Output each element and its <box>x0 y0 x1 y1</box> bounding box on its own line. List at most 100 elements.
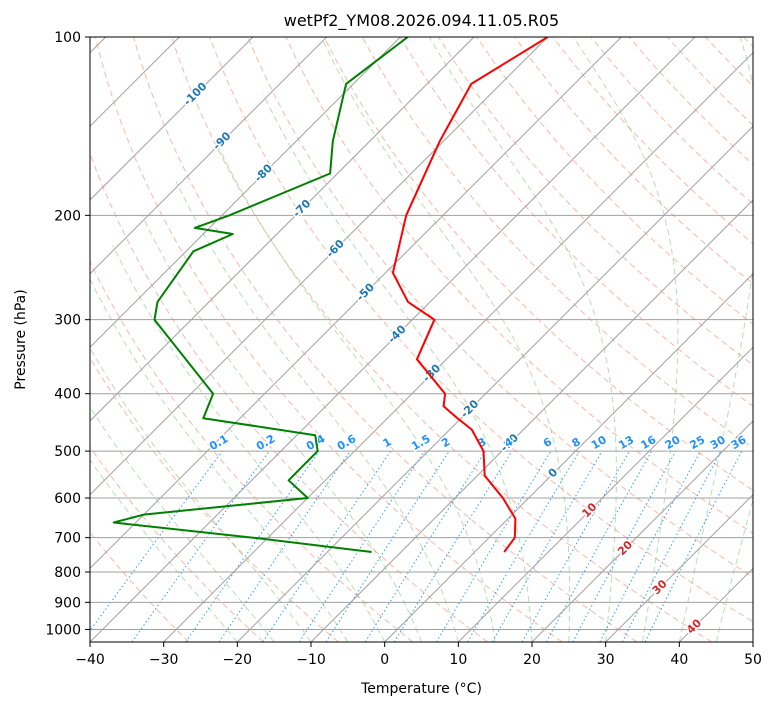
x-tick-label: −40 <box>75 652 105 668</box>
mixing-ratio-label: 20 <box>663 433 683 452</box>
mixing-ratio-label: 0.1 <box>207 432 230 453</box>
y-tick-label: 100 <box>54 30 81 46</box>
y-tick-label: 200 <box>54 208 81 224</box>
moist-adiabat-line <box>141 215 422 642</box>
mixing-ratio-label: 2 <box>439 435 452 450</box>
x-axis-label: Temperature (°C) <box>360 681 482 697</box>
mixing-ratio-line <box>393 450 513 642</box>
mixing-ratio-line <box>435 450 552 642</box>
mixing-ratio-line <box>131 450 270 642</box>
y-axis-label: Pressure (hPa) <box>13 289 29 389</box>
isotherm-line <box>678 567 753 642</box>
moist-adiabat-line <box>215 141 496 642</box>
y-tick-label: 500 <box>54 444 81 460</box>
x-tick-label: 50 <box>744 652 762 668</box>
isotherm-line <box>752 641 753 642</box>
dry-adiabat-line <box>666 37 753 126</box>
y-tick-label: 1000 <box>45 622 81 638</box>
dry-adiabat-line <box>90 260 414 642</box>
dry-adiabat-line <box>94 37 563 642</box>
temperature-profile-line <box>391 37 549 553</box>
mixing-ratio-label: 0.6 <box>335 432 359 453</box>
dewpoint-profile-line <box>112 37 409 553</box>
mixing-ratio-line <box>298 450 425 642</box>
moist-adiabat-line <box>90 278 349 642</box>
x-tick-label: 0 <box>380 652 389 668</box>
moist-adiabat-line <box>320 37 571 642</box>
dry-adiabat-line <box>247 37 753 578</box>
moist-adiabat-line <box>263 94 533 642</box>
mixing-ratio-label: 8 <box>570 435 583 450</box>
isotherm-line <box>163 51 753 642</box>
mixing-ratio-label: 0.2 <box>254 432 277 453</box>
mixing-ratio-line <box>185 450 320 642</box>
dry-adiabat-line <box>209 37 753 623</box>
mixing-ratio-label: 13 <box>616 433 636 452</box>
mixing-ratio-line <box>218 450 351 642</box>
y-tick-label: 700 <box>54 531 81 547</box>
dry-adiabat-line <box>171 37 712 642</box>
mixing-ratio-line <box>545 450 653 642</box>
mixing-ratio-line <box>521 450 630 642</box>
mixing-ratio-line <box>599 450 701 642</box>
x-tick-label: −10 <box>296 652 326 668</box>
moist-adiabat-line <box>175 180 459 642</box>
dry-adiabat-line <box>476 37 753 325</box>
y-tick-label: 600 <box>54 491 81 507</box>
y-tick-label: 900 <box>54 595 81 611</box>
y-axis: 100 200 300 400 500 600 700 800 900 1000 <box>45 30 90 638</box>
chart-title: wetPf2_YM08.2026.094.11.05.R05 <box>284 11 559 31</box>
mixing-ratio-line <box>262 450 392 642</box>
data-series <box>112 37 549 553</box>
isotherm-line <box>90 37 622 570</box>
isotherm-line <box>90 37 401 349</box>
mixing-ratio-label: 36 <box>729 433 749 452</box>
moist-adiabat-line <box>112 245 386 642</box>
moist-adiabat-line <box>678 37 753 642</box>
y-tick-label: 300 <box>54 313 81 329</box>
x-axis: −40 −30 −20 −10 0 10 20 30 40 50 <box>75 642 762 668</box>
isotherm-line <box>310 199 753 642</box>
moist-adiabat-line <box>715 497 753 642</box>
x-tick-label: −30 <box>149 652 179 668</box>
isotherm-line <box>384 272 753 642</box>
mixing-ratio-line <box>572 450 677 642</box>
moist-adiabat-line <box>428 37 617 642</box>
dry-adiabat-line <box>552 37 753 245</box>
x-tick-label: 30 <box>597 652 615 668</box>
dry-adiabat-line <box>90 356 339 642</box>
mixing-ratio-line <box>90 450 223 632</box>
mixing-ratio-label: 25 <box>688 433 708 452</box>
dry-adiabat-line <box>285 37 753 535</box>
moist-adiabat-line <box>90 347 312 642</box>
mixing-ratio-label: 10 <box>589 433 609 452</box>
x-tick-label: −20 <box>223 652 253 668</box>
isotherm-line <box>90 37 254 201</box>
plot-frame <box>89 36 754 643</box>
dry-adiabat-line <box>437 37 753 366</box>
mixing-ratio-label: 6 <box>541 435 554 450</box>
dry-adiabat-line <box>743 37 753 48</box>
mixing-ratio-line <box>467 450 580 642</box>
moist-adiabat-line <box>572 37 679 642</box>
x-tick-label: 10 <box>449 652 467 668</box>
dry-adiabat-line <box>323 37 753 491</box>
isotherm-line <box>90 37 475 422</box>
x-tick-label: 20 <box>523 652 541 668</box>
moist-adiabat-line <box>90 406 275 642</box>
isotherm-line <box>90 37 549 496</box>
dry-adiabat-line <box>514 37 753 285</box>
isotherm-line <box>457 346 753 642</box>
isotherm-line <box>90 37 696 642</box>
isotherm-line <box>605 493 753 642</box>
isotherm-line <box>90 37 328 275</box>
dry-adiabat-line <box>132 37 638 642</box>
dry-adiabat-line <box>90 152 488 642</box>
y-tick-label: 800 <box>54 565 81 581</box>
dry-adiabat-line <box>704 37 753 87</box>
x-tick-label: 40 <box>670 652 688 668</box>
isotherm-line <box>236 125 753 642</box>
moist-adiabat-line <box>90 459 238 642</box>
isotherm-line <box>531 420 753 642</box>
